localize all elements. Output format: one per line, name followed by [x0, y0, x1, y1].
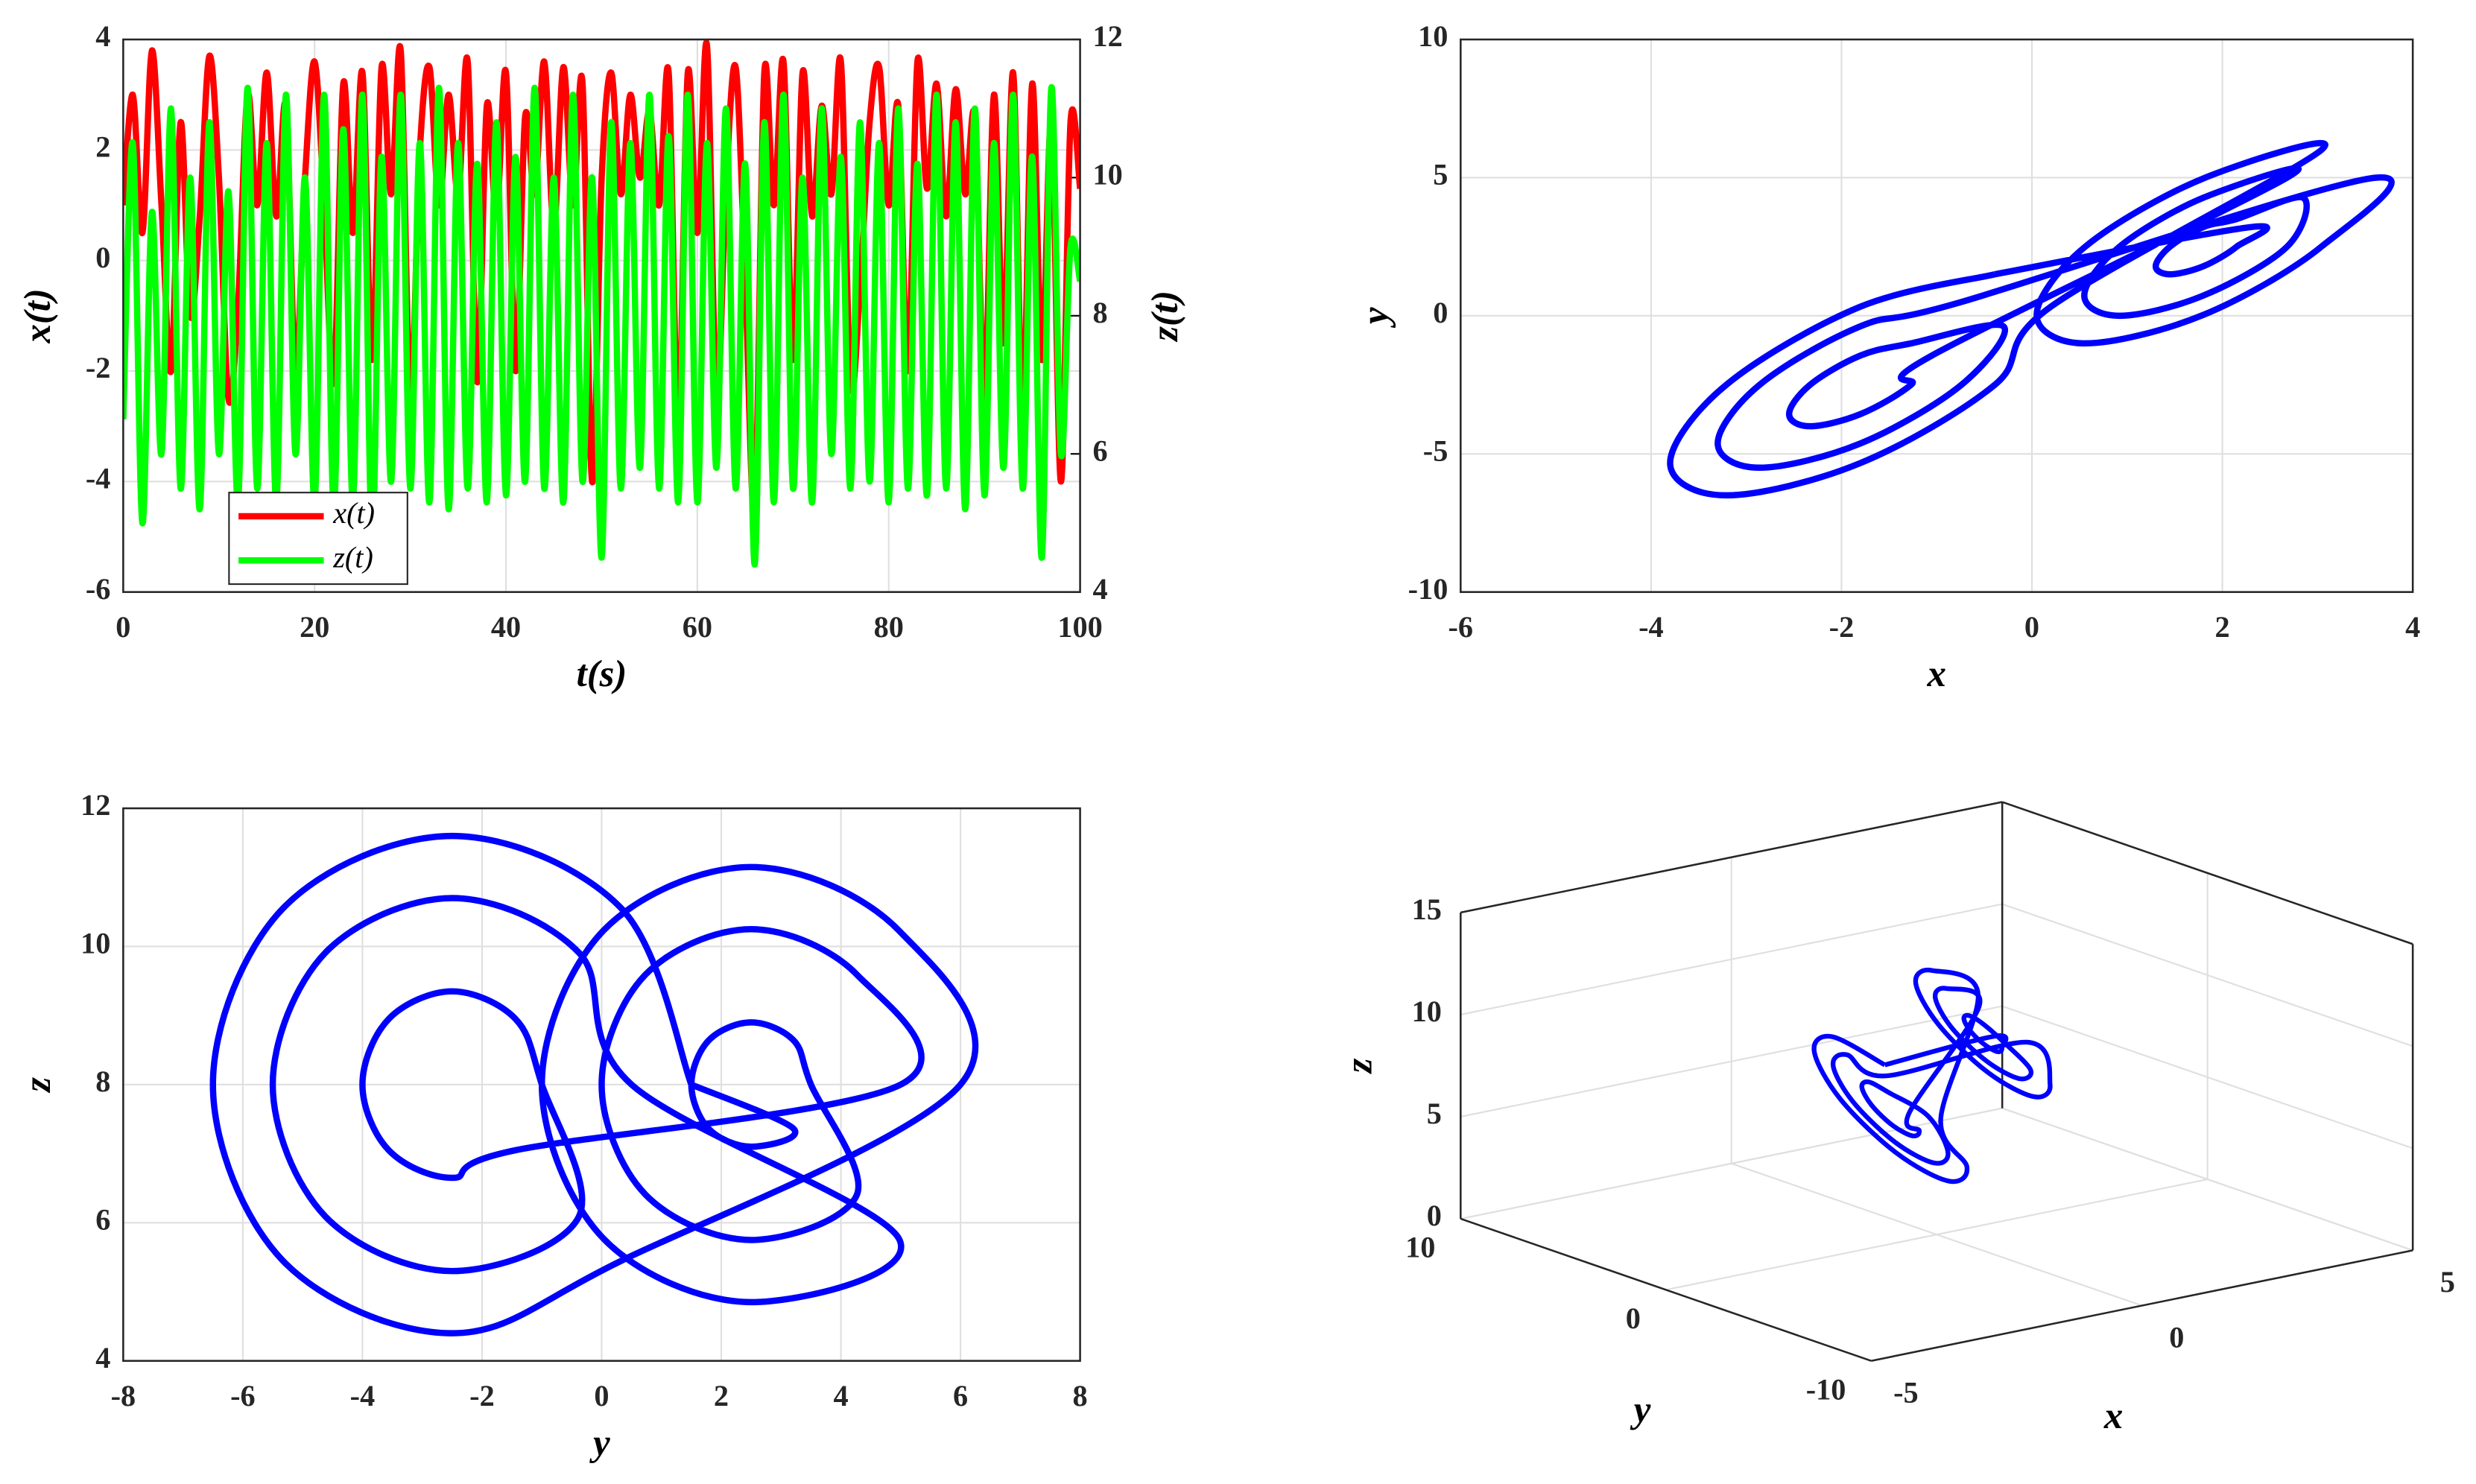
x-tick-label: 2	[714, 1379, 729, 1412]
y2-tick-label: 12	[1093, 19, 1123, 53]
x-tick-label: 8	[1073, 1379, 1088, 1412]
x-tick-label: 0	[2169, 1320, 2184, 1354]
x-axis-label: x	[1927, 653, 1946, 694]
y-tick-label: 0	[1433, 296, 1448, 329]
x-tick-label: 40	[491, 610, 521, 644]
x-tick-label: 2	[2215, 610, 2230, 644]
grid-line	[1665, 1178, 2208, 1291]
x-tick-label: 60	[683, 610, 712, 644]
x-tick-label: 4	[833, 1379, 848, 1412]
x-axis-label: x	[2103, 1395, 2123, 1436]
box-edge	[1460, 1217, 1872, 1362]
legend-label: x(t)	[332, 496, 375, 530]
grid-line	[2001, 1107, 2413, 1252]
y-tick-label: 12	[80, 788, 110, 822]
grid-line	[2001, 1005, 2413, 1150]
box-edge	[2001, 801, 2413, 945]
y-tick-label: 6	[95, 1203, 110, 1237]
y-tick-label: -2	[86, 351, 111, 384]
x-tick-label: -5	[1893, 1376, 1919, 1410]
y-tick-label: 10	[80, 927, 110, 960]
box-edge	[1460, 801, 2003, 914]
x-tick-label: -2	[469, 1379, 495, 1412]
grid-line	[1460, 903, 2003, 1015]
y-axis-label: x(t)	[16, 288, 58, 343]
z-tick-label: 15	[1412, 892, 1442, 926]
x-tick-label: 5	[2440, 1265, 2455, 1298]
x-tick-label: 0	[2024, 610, 2039, 644]
y-tick-label: 0	[95, 241, 110, 274]
y-tick-label: 10	[1418, 19, 1448, 53]
y2-tick-label: 10	[1093, 158, 1123, 191]
x-tick-label: 80	[874, 610, 904, 644]
y-tick-label: 10	[1405, 1231, 1435, 1264]
y2-axis-label: z(t)	[1144, 291, 1185, 343]
data-line	[1667, 139, 2395, 499]
y-tick-label: -4	[86, 462, 111, 495]
y-tick-label: 8	[95, 1065, 110, 1098]
y-tick-label: 2	[95, 130, 110, 164]
x-tick-label: 0	[594, 1379, 609, 1412]
legend-box	[228, 492, 408, 586]
grid-line	[2001, 903, 2413, 1047]
y2-tick-label: 4	[1093, 572, 1108, 606]
z-axis-label: z	[1338, 1058, 1380, 1074]
y-tick-label: -10	[1408, 572, 1448, 606]
y-tick-label: -10	[1806, 1372, 1846, 1406]
y-axis-label: z	[16, 1077, 58, 1094]
data-line	[1811, 967, 2053, 1185]
box-edge	[1871, 1249, 2413, 1362]
x-tick-label: -6	[1448, 610, 1474, 644]
y-tick-label: -6	[86, 572, 111, 606]
plot-frame	[122, 807, 1081, 1362]
x-tick-label: -4	[1638, 610, 1664, 644]
y-tick-label: -5	[1423, 434, 1448, 467]
x-tick-label: 20	[300, 610, 329, 644]
x-tick-label: 6	[953, 1379, 968, 1412]
plot-frame	[1460, 38, 2414, 593]
x-tick-label: 4	[2405, 610, 2420, 644]
x-tick-label: 100	[1057, 610, 1102, 644]
data-line	[123, 84, 1080, 568]
z-tick-label: 0	[1427, 1199, 1442, 1232]
z-tick-label: 10	[1412, 995, 1442, 1028]
legend-label: z(t)	[332, 541, 373, 574]
x-tick-label: 0	[115, 610, 130, 644]
x-tick-label: -4	[350, 1379, 376, 1412]
y-tick-label: 0	[1626, 1301, 1641, 1335]
x-axis-label: t(s)	[577, 653, 627, 694]
data-line	[209, 832, 979, 1336]
x-tick-label: -8	[111, 1379, 136, 1412]
z-tick-label: 5	[1427, 1097, 1442, 1130]
plot-frame	[122, 38, 1081, 593]
grid-line	[1460, 1005, 2003, 1117]
y-tick-label: 5	[1433, 158, 1448, 191]
x-tick-label: -6	[230, 1379, 256, 1412]
y-tick-label: 4	[95, 1341, 110, 1374]
x-tick-label: -2	[1829, 610, 1855, 644]
y2-tick-label: 8	[1093, 296, 1108, 329]
y-tick-label: 4	[95, 19, 110, 53]
y2-tick-label: 6	[1093, 434, 1108, 467]
